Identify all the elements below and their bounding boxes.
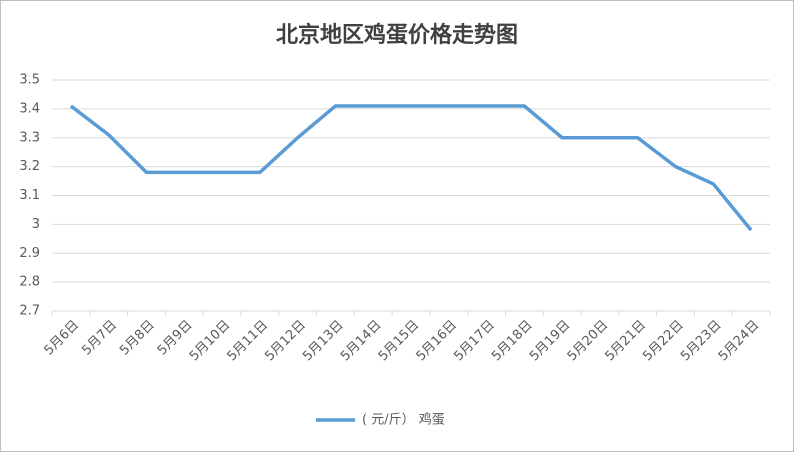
- legend-label: ( 元/斤） 鸡蛋: [362, 412, 445, 428]
- y-tick-label: 2.8: [19, 275, 40, 290]
- y-tick-label: 3.5: [19, 73, 40, 88]
- y-tick-label: 3.4: [19, 101, 40, 116]
- y-tick-label: 3.2: [19, 159, 40, 174]
- data-line: [69, 104, 753, 232]
- y-tick-label: 2.9: [19, 246, 40, 261]
- y-tick-label: 3.1: [19, 188, 40, 203]
- y-tick-label: 3: [32, 217, 40, 232]
- y-tick-label: 3.3: [19, 130, 40, 145]
- chart-title: 北京地区鸡蛋价格走势图: [276, 22, 518, 48]
- y-tick-label: 2.7: [19, 304, 40, 319]
